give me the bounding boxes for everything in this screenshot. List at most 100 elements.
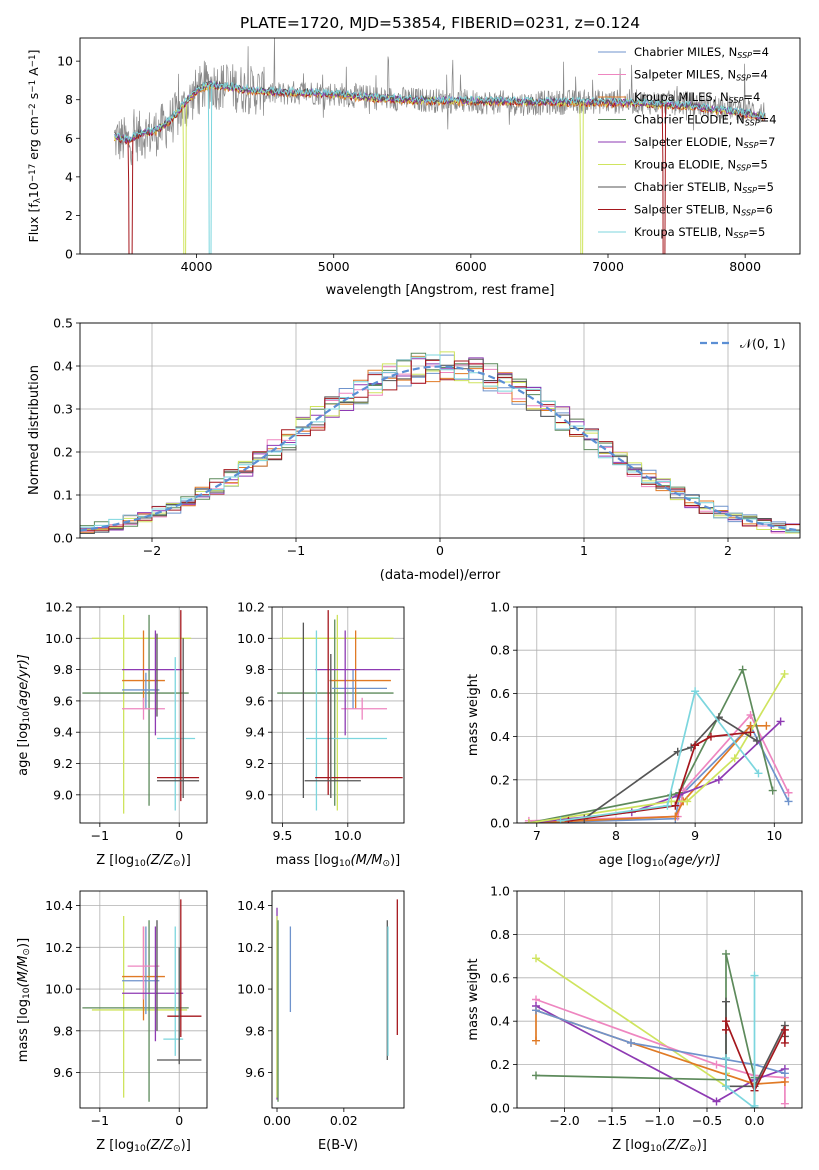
mw-marker-kroupa-stelib	[754, 769, 763, 778]
mw-marker-kroupa-elodie	[524, 819, 533, 823]
age_vs_Z-ytick-label: 10.2	[45, 600, 73, 615]
massweight_vs_age-xtick-label: 7	[533, 828, 541, 843]
massweight_vs_Z-xtick-label: −2.0	[549, 1113, 579, 1128]
mw-marker-kroupa-elodie	[780, 669, 789, 678]
mw-marker-kroupa-stelib	[556, 816, 565, 823]
spectrum-ylabel-part: λ	[33, 198, 43, 203]
massweight_vs_Z-ylabel: mass weight	[466, 958, 481, 1040]
legend-entry-chabrier-miles-part: Chabrier MILES, N	[634, 45, 737, 59]
mw-marker-chabrier-miles	[627, 1038, 635, 1047]
mass_vs_Z-xlabel-part: 10	[134, 1144, 146, 1154]
mw-marker-salpeter-stelib	[722, 1025, 730, 1034]
mass_vs_ebv-ytick-label: 10.2	[237, 940, 265, 955]
legend-entry-salpeter-elodie-part: =7	[758, 135, 775, 149]
legend-entry-salpeter-elodie-part: Salpeter ELODIE, N	[634, 135, 744, 149]
massweight_vs_Z-ytick-label: 0.6	[490, 970, 510, 985]
mass_vs_Z-ylabel-part: )]	[16, 938, 31, 948]
massweight_vs_age-xlabel-part: (age/yr)]	[663, 853, 720, 868]
mw-marker-kroupa-stelib	[691, 687, 700, 696]
age_vs_mass-frame	[271, 606, 405, 824]
mass_vs_Z-ytick-label: 9.6	[53, 1065, 73, 1080]
mw-marker-salpeter-miles	[712, 1060, 721, 1069]
mw-marker-chabrier-elodie	[722, 949, 730, 958]
age_vs_Z-frame	[79, 606, 208, 824]
massweight_vs_Z-ytick-label: 1.0	[490, 884, 510, 899]
mass_vs_Z-ytick-label: 9.8	[53, 1023, 73, 1038]
legend-entry-salpeter-miles-part: Salpeter MILES, N	[634, 68, 736, 82]
mass_vs_Z-plot-area	[82, 899, 202, 1102]
residuals-xtick-label: 0	[436, 543, 444, 558]
spectrum-ylabel-part: −1	[28, 80, 38, 93]
mass_vs_ebv-ytick-label: 9.6	[245, 1065, 265, 1080]
age_vs_mass-xlabel-part: mass [log	[276, 853, 339, 868]
spectrum-ylabel-part: A	[26, 67, 41, 80]
mw-marker-salpeter-miles	[784, 788, 793, 797]
legend-entry-kroupa-elodie-part: Kroupa ELODIE, N	[634, 158, 736, 172]
gaussian-legend-label: 𝒩(0, 1)	[740, 336, 786, 351]
legend-entry-kroupa-stelib-part: Kroupa STELIB, N	[634, 225, 734, 239]
age_vs_mass-xlabel-part: )]	[390, 853, 400, 868]
mw-marker-chabrier-stelib	[752, 736, 761, 745]
spectrum-xlabel: wavelength [Angstrom, rest frame]	[326, 283, 555, 298]
massweight_vs_Z-plot-area	[532, 949, 789, 1108]
massweight_vs_Z-xlabel-part: ⊙	[689, 1144, 697, 1154]
age_vs_mass-grid	[272, 606, 404, 823]
age_vs_Z-ylabel-part: age [log	[16, 723, 31, 776]
mw-marker-kroupa-miles	[671, 812, 680, 821]
massweight_vs_age-ytick-label: 0.2	[490, 772, 510, 787]
spectrum-panel: 4000 5000 6000 7000 8000 0 2 4 6 8 10 wavelength [A…	[26, 37, 801, 298]
massweight_vs_Z-xtick-label: −1.5	[597, 1113, 627, 1128]
massweight_vs_Z-xtick-label: −0.5	[692, 1113, 722, 1128]
legend-entry-chabrier-miles-part: SSP	[737, 51, 752, 60]
legend-entry-kroupa-elodie-part: SSP	[736, 164, 751, 173]
legend-entry-salpeter-stelib-part: =6	[756, 203, 773, 217]
spectrum-dip-kroupa-elodie	[182, 104, 187, 254]
spectrum-ytick-label: 4	[65, 169, 73, 184]
massweight_vs_age-ytick-label: 0.6	[490, 686, 510, 701]
mw-line-salpeter-elodie	[535, 1005, 786, 1103]
mass_vs_Z-ytick-label: 10.2	[45, 940, 73, 955]
residuals-xlabel: (data-model)/error	[380, 568, 501, 583]
residuals-panel: −2 −1 0 1 2 0.0 0.1 0.2 0.3 0.4 0.5 𝒩(0, 1) (data-mo…	[27, 316, 801, 583]
age_vs_mass-ytick-label: 9.6	[245, 693, 265, 708]
mass_vs_Z-ylabel: mass [log10(M/M⊙)]	[16, 938, 32, 1062]
legend-entry-kroupa-elodie-part: =5	[751, 158, 768, 172]
gaussian-curve	[80, 365, 800, 532]
massweight_vs_age-xtick-label: 8	[612, 828, 620, 843]
mass_vs_ebv-xtick-label: 0.00	[263, 1113, 291, 1128]
mw-marker-salpeter-elodie	[714, 775, 723, 784]
massweight_vs_age-ytick-label: 0.0	[490, 816, 510, 831]
spectrum-ytick-label: 6	[65, 131, 73, 146]
legend-entry-salpeter-miles: Salpeter MILES, NSSP=4	[634, 68, 768, 83]
mass_vs_Z-ytick-label: 10.0	[45, 982, 73, 997]
mass_vs_ebv-ytick-label: 10.4	[237, 898, 265, 913]
age_vs_mass-xlabel-part: 10	[339, 859, 351, 869]
spectrum-xtick-label: 8000	[729, 259, 761, 274]
mw-marker-chabrier-elodie	[532, 1071, 540, 1080]
mass_vs_ebv-ytick-label: 9.8	[245, 1023, 265, 1038]
mw-marker-kroupa-stelib	[722, 1054, 730, 1063]
age_vs_Z-xlabel-part: Z [log	[96, 853, 134, 868]
age_vs_mass-plot-area	[277, 610, 403, 811]
massweight_vs_Z-xlabel-part: Z [log	[612, 1138, 650, 1153]
age_vs_Z-ytick-label: 9.4	[53, 725, 73, 740]
age_vs_Z-ylabel: age [log10(age/yr)]	[16, 654, 32, 776]
mw-marker-salpeter-stelib	[691, 741, 700, 750]
age_vs_mass-ytick-label: 10.0	[237, 631, 265, 646]
age_vs_Z-xlabel-part: 10	[134, 859, 146, 869]
mass_vs_Z-ytick-label: 10.4	[45, 898, 73, 913]
mw-line-chabrier-miles	[535, 1009, 786, 1075]
mw-marker-salpeter-stelib	[746, 728, 755, 737]
mass_vs_Z-xlabel-part: (Z/Z	[146, 1138, 174, 1153]
legend-entry-kroupa-stelib: Kroupa STELIB, NSSP=5	[634, 225, 765, 240]
massweight_vs_Z-xtick-label: −1.0	[644, 1113, 674, 1128]
massweight_vs_age-xlabel-part: age [log	[599, 853, 652, 868]
mw-marker-kroupa-stelib	[663, 801, 672, 810]
residuals-ytick-label: 0.5	[53, 316, 73, 331]
residuals-ylabel: Normed distribution	[27, 365, 42, 495]
spectrum-dip-kroupa-stelib	[207, 84, 213, 254]
mw-marker-kroupa-elodie	[532, 954, 540, 963]
spectrum-model-kroupa-stelib	[113, 80, 766, 143]
